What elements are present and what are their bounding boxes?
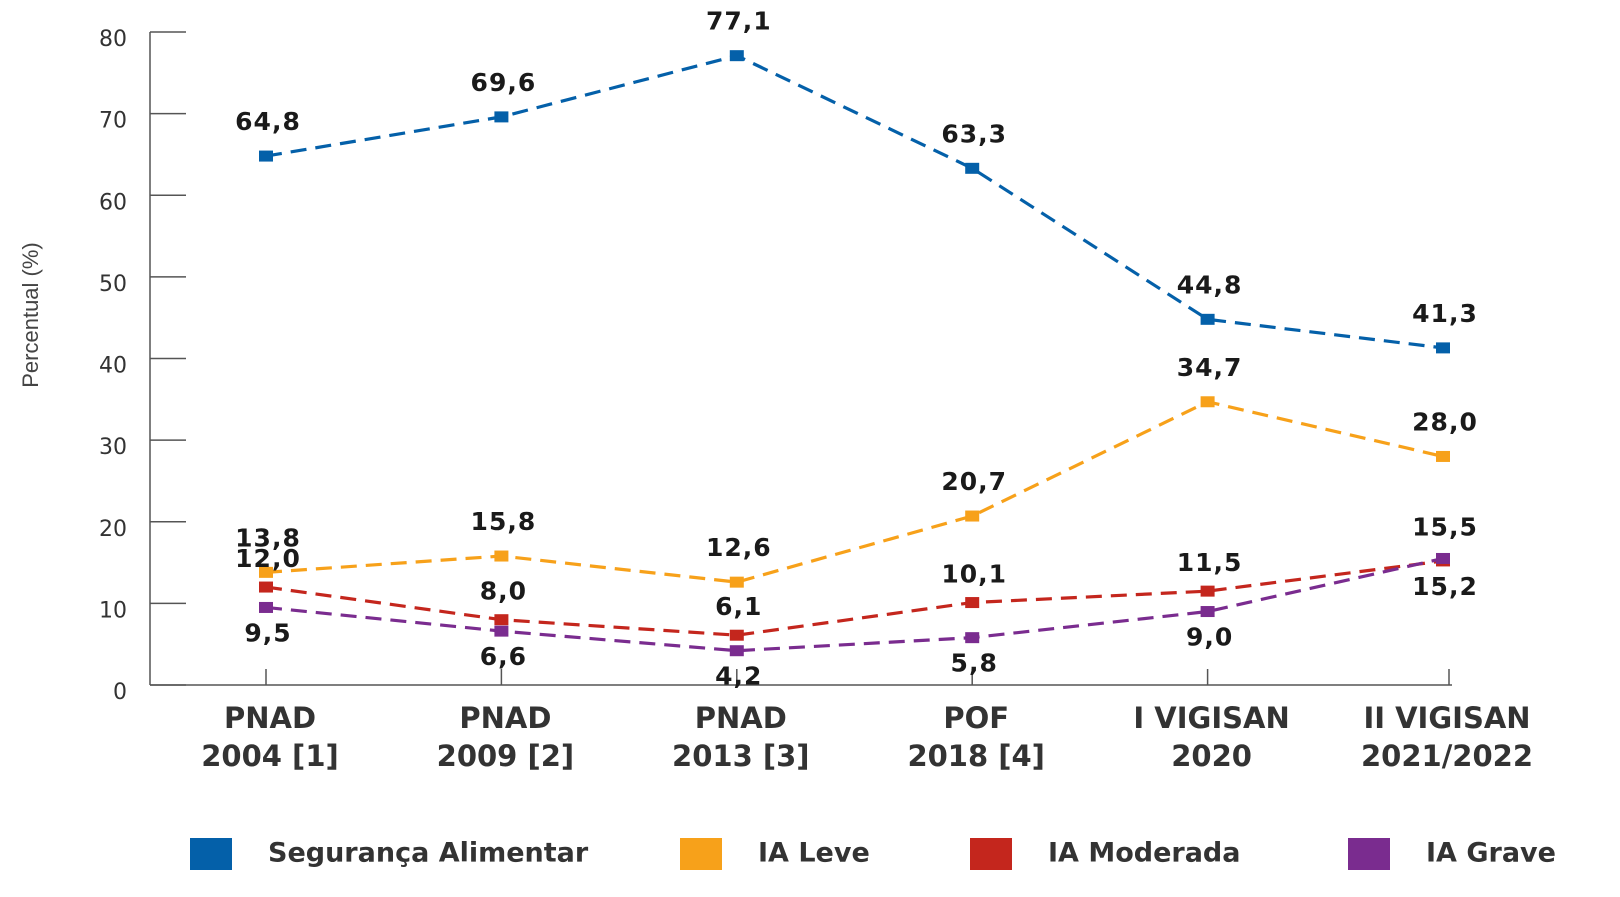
data-point: [1436, 552, 1450, 564]
y-tick-label: 40: [99, 354, 127, 379]
y-tick-label: 20: [99, 517, 127, 542]
value-label: 28,0: [1412, 407, 1478, 436]
value-label: 8,0: [480, 577, 527, 606]
data-point: [965, 162, 980, 174]
x-tick-label: II VIGISAN: [1363, 701, 1530, 735]
data-point: [729, 629, 744, 641]
data-point: [1200, 313, 1215, 325]
value-label: 77,1: [706, 7, 772, 36]
series-line: [265, 400, 1444, 584]
value-label: 20,7: [941, 467, 1007, 496]
data-point: [259, 150, 273, 162]
value-label: 63,3: [941, 119, 1007, 148]
series-line: [265, 559, 1444, 637]
value-label: 15,5: [1412, 512, 1478, 541]
value-label: 10,1: [941, 560, 1007, 589]
data-point: [1200, 396, 1215, 408]
legend-label: IA Moderada: [1048, 838, 1240, 869]
series-line: [265, 556, 1444, 653]
data-point: [729, 50, 744, 62]
value-label: 64,8: [235, 107, 301, 136]
legend-item: IA Moderada: [970, 838, 1240, 870]
legend-label: Segurança Alimentar: [268, 838, 589, 869]
value-label: 6,6: [480, 642, 527, 671]
series-line: [265, 53, 1444, 350]
y-tick-label: 30: [99, 435, 127, 460]
x-tick-label: PNAD: [224, 701, 316, 735]
value-label: 12,0: [235, 544, 301, 573]
data-point: [965, 510, 980, 522]
value-label: 12,6: [706, 533, 772, 562]
x-tick-label: 2004 [1]: [201, 739, 339, 773]
value-label: 9,0: [1186, 623, 1233, 652]
x-tick-label: 2009 [2]: [437, 739, 575, 773]
data-point: [494, 550, 509, 562]
legend-item: IA Grave: [1348, 838, 1556, 870]
value-label: 44,8: [1177, 270, 1243, 299]
x-tick-label: PNAD: [695, 701, 787, 735]
value-label: 34,7: [1177, 353, 1243, 382]
y-axis-label: Percentual (%): [18, 242, 43, 388]
legend-item: IA Leve: [680, 838, 870, 870]
legend-item: Segurança Alimentar: [190, 838, 589, 870]
value-label: 4,2: [715, 662, 762, 691]
y-tick-label: 10: [99, 598, 127, 623]
legend-swatch: [190, 838, 232, 870]
value-label: 9,5: [244, 618, 291, 647]
data-point: [1200, 606, 1215, 618]
value-label: 6,1: [715, 592, 762, 621]
y-tick-label: 80: [99, 27, 127, 52]
data-point: [494, 625, 509, 637]
y-tick-label: 0: [113, 680, 127, 705]
y-tick-label: 60: [99, 190, 127, 215]
value-label: 41,3: [1412, 299, 1478, 328]
x-tick-label: PNAD: [459, 701, 551, 735]
data-point: [1436, 450, 1450, 462]
y-tick-label: 70: [99, 109, 127, 134]
data-point: [729, 645, 744, 657]
value-label: 69,6: [471, 68, 537, 97]
data-point: [965, 632, 980, 644]
data-point: [494, 111, 509, 123]
data-point: [729, 576, 744, 588]
data-point: [1436, 342, 1450, 354]
x-tick-label: I VIGISAN: [1133, 701, 1289, 735]
value-label: 5,8: [951, 649, 998, 678]
x-tick-label: 2013 [3]: [672, 739, 810, 773]
data-point: [965, 597, 980, 609]
x-tick-label: 2020: [1171, 739, 1252, 773]
x-tick-label: 2021/2022: [1361, 739, 1533, 773]
legend-label: IA Leve: [758, 838, 870, 869]
data-point: [259, 601, 273, 613]
x-tick-label: 2018 [4]: [907, 739, 1045, 773]
data-point: [1200, 585, 1215, 597]
legend-swatch: [970, 838, 1012, 870]
data-point: [259, 581, 273, 593]
value-label: 13,8: [235, 523, 301, 552]
legend-label: IA Grave: [1426, 838, 1556, 869]
y-tick-label: 50: [99, 272, 127, 297]
value-label: 15,2: [1412, 572, 1478, 601]
legend-swatch: [1348, 838, 1390, 870]
value-label: 15,8: [471, 507, 537, 536]
legend-swatch: [680, 838, 722, 870]
data-point: [259, 566, 273, 578]
x-tick-label: POF: [943, 701, 1009, 735]
value-label: 11,5: [1177, 548, 1243, 577]
data-point: [494, 614, 509, 626]
